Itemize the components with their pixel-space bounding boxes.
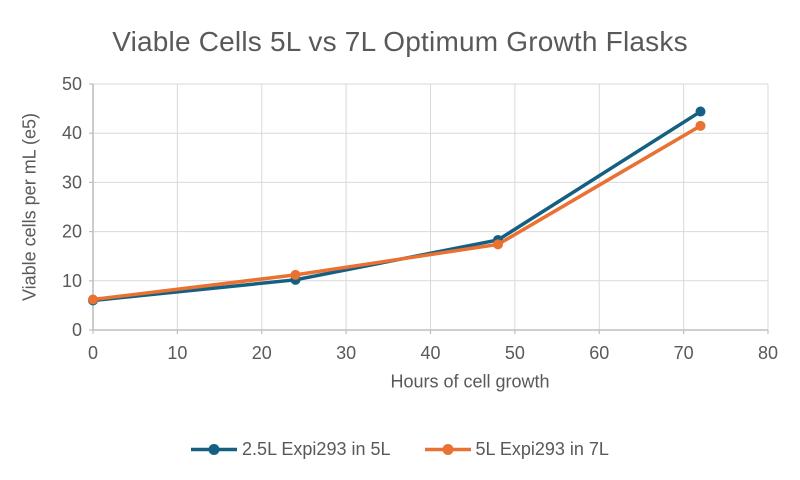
legend-item-series-0: 2.5L Expi293 in 5L	[191, 439, 391, 460]
y-tick-label: 20	[62, 222, 82, 242]
x-tick-label: 20	[252, 343, 272, 363]
y-axis-title: Viable cells per mL (e5)	[19, 112, 40, 302]
x-tick-label: 30	[336, 343, 356, 363]
x-axis-title: Hours of cell growth	[390, 371, 550, 392]
series-line-1	[91, 124, 703, 302]
x-tick-label: 50	[505, 343, 525, 363]
line-marker-icon	[191, 444, 238, 455]
x-tick-label: 70	[674, 343, 694, 363]
data-point-marker	[695, 120, 706, 131]
line-marker-icon	[424, 444, 471, 455]
y-tick-label: 30	[62, 172, 82, 192]
series-line-0	[91, 109, 703, 303]
legend-item-series-1: 5L Expi293 in 7L	[424, 439, 609, 460]
legend: 2.5L Expi293 in 5L 5L Expi293 in 7L	[0, 439, 800, 460]
y-tick-label: 0	[72, 320, 82, 340]
legend-label: 5L Expi293 in 7L	[475, 439, 609, 459]
data-point-marker	[88, 294, 98, 305]
data-point-marker	[290, 269, 301, 280]
legend-label: 2.5L Expi293 in 5L	[242, 439, 391, 459]
y-tick-label: 40	[62, 123, 82, 143]
x-tick-label: 0	[88, 343, 98, 363]
x-tick-label: 80	[758, 343, 778, 363]
chart-title: Viable Cells 5L vs 7L Optimum Growth Fla…	[112, 26, 688, 57]
x-tick-label: 40	[420, 343, 440, 363]
x-tick-label: 10	[167, 343, 187, 363]
data-point-marker	[695, 106, 706, 117]
y-tick-label: 50	[62, 74, 82, 94]
y-tick-label: 10	[62, 271, 82, 291]
data-point-marker	[493, 239, 503, 250]
x-tick-label: 60	[589, 343, 609, 363]
